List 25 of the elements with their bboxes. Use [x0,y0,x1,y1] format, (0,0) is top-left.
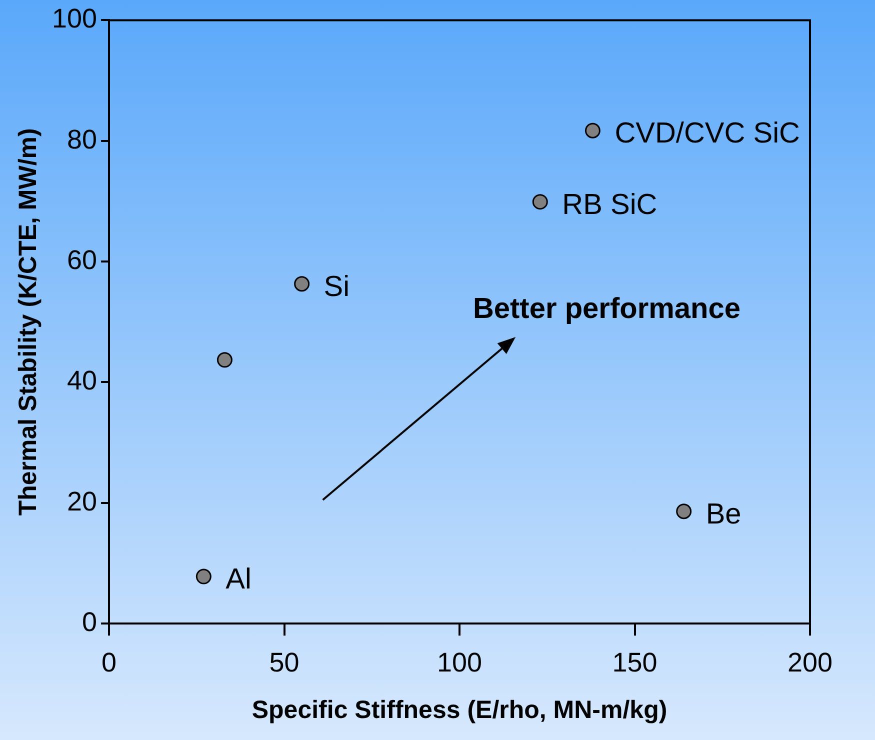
y-tick-label: 100 [52,4,98,34]
point [584,122,600,138]
y-tick-label: 80 [67,124,98,154]
x-tick-label: 50 [269,647,300,678]
y-tick-label: 20 [67,486,98,516]
y-axis-title: Thermal Stability (K/CTE, MW/m) [14,128,42,516]
point [196,568,212,584]
y-tick-label: 40 [67,366,98,396]
series-label: Be [706,498,742,530]
x-tick-label: 200 [787,647,833,678]
series-label: RB SiC [562,188,658,221]
point [532,194,548,210]
series-label: Al [226,564,252,596]
x-tick-label: 0 [102,647,117,678]
x-tick-label: 100 [436,647,482,678]
x-axis-title: Specific Stiffness (E/rho, MN-m/kg) [252,696,668,724]
y-tick-label: 60 [67,245,98,276]
series-label: Si [324,270,350,303]
point [294,276,310,292]
annotation: Better performance [472,292,740,325]
y-tick-label: 0 [82,607,98,638]
x-tick-label: 150 [612,647,658,678]
point [216,352,232,368]
series-label: CVD/CVC SiC [614,118,800,150]
point [676,504,692,520]
